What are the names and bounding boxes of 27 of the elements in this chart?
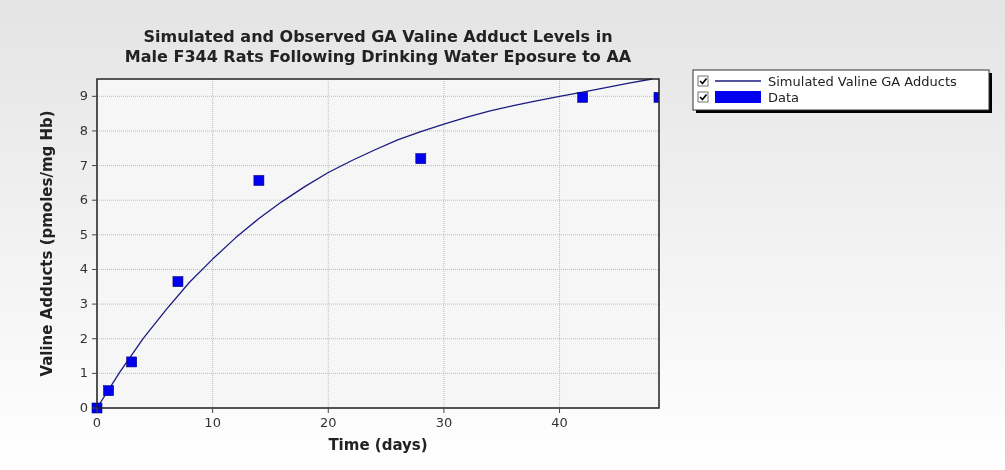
y-tick-label: 7 <box>79 157 88 173</box>
legend-label: Data <box>768 90 800 105</box>
point <box>91 402 103 414</box>
x-axis-title: Time (days) <box>328 436 428 454</box>
y-tick-label: 5 <box>79 226 88 242</box>
y-tick-label: 1 <box>79 365 88 381</box>
point <box>253 175 265 186</box>
y-tick-label: 2 <box>79 330 88 346</box>
y-tick-label: 0 <box>79 400 88 415</box>
x-tick-label: 10 <box>204 415 221 430</box>
point <box>172 276 184 287</box>
y-tick-label: 6 <box>79 192 88 208</box>
x-tick-label: 30 <box>435 415 453 430</box>
y-tick-label: 9 <box>79 88 88 104</box>
chart-title: Simulated and Observed GA Valine Adduct Levels in Male F344 Rats Following Drinking Water Eposure to AA <box>124 27 632 66</box>
y-tick-label: 8 <box>79 122 88 138</box>
x-tick-label: 40 <box>551 415 568 430</box>
y-tick-label: 4 <box>79 261 88 277</box>
point <box>577 92 588 103</box>
x-tick-label: 0 <box>92 415 102 430</box>
legend-label: Simulated Valine GA Adducts <box>768 74 958 89</box>
point <box>126 356 137 368</box>
point <box>415 153 427 164</box>
y-axis-title: Valine Adducts (pmoles/mg Hb) <box>38 110 56 377</box>
x-tick-label: 20 <box>320 415 337 430</box>
point <box>103 385 114 396</box>
y-tick-label: 3 <box>79 296 88 312</box>
